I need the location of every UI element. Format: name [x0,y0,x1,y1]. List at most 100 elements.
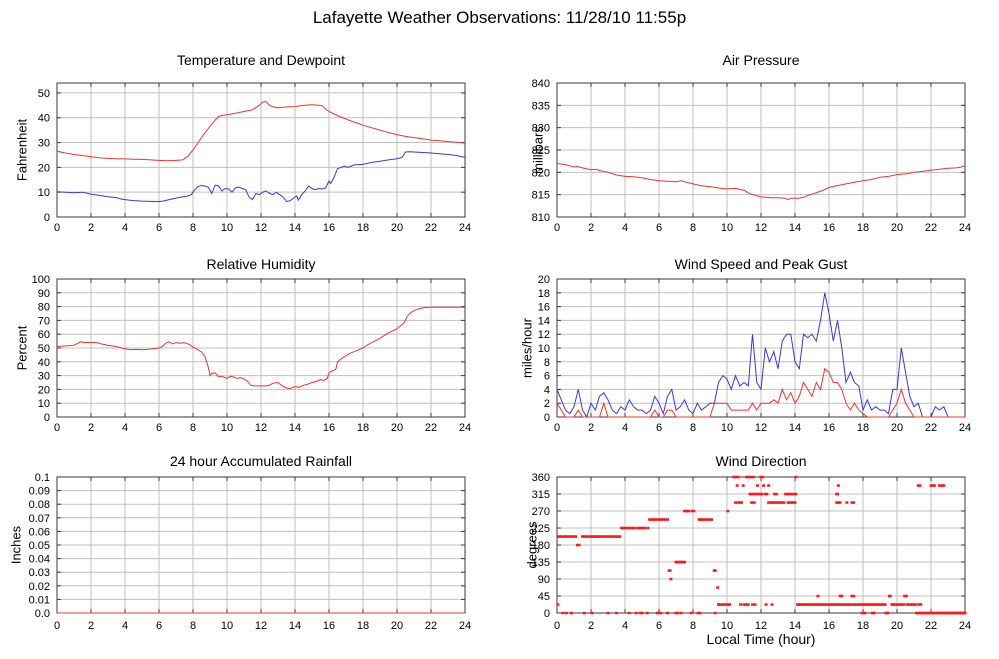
scatter-point [942,484,946,487]
x-tick-label: 24 [459,222,471,234]
x-tick-label: 14 [789,422,801,434]
y-tick-label: 45 [538,591,550,603]
scatter-point [759,475,763,479]
scatter-point [805,603,809,606]
scatter-point [569,535,573,538]
scatter-point [663,518,667,521]
scatter-point [931,484,935,487]
scatter-point [677,560,681,564]
scatter-point [680,560,684,564]
scatter-point [900,603,904,606]
scatter-point [800,603,804,606]
x-tick-label: 2 [88,620,94,632]
scatter-point [636,526,640,530]
scatter-point [569,611,573,615]
scatter-point [639,526,643,530]
scatter-point [728,603,732,606]
y-tick-label: 6 [544,371,550,383]
chart-title: Temperature and Dewpoint [176,52,346,68]
scatter-point [929,484,933,487]
x-tick-label: 18 [857,422,869,434]
scatter-point [751,603,754,606]
scatter-point [883,603,887,606]
scatter-point [921,611,924,615]
scatter-point [753,603,757,606]
scatter-point [558,535,562,538]
y-tick-label: 30 [38,371,50,383]
scatter-point [751,475,755,479]
scatter-point [556,603,560,606]
y-tick-label: 40 [38,113,50,125]
y-tick-label: 2 [544,398,550,410]
x-tick-label: 6 [656,620,662,632]
scatter-point [575,543,579,547]
scatter-point [703,518,707,521]
scatter-point [615,535,618,538]
scatter-point [830,603,834,606]
scatter-point [794,475,798,479]
x-tick-label: 20 [891,422,903,434]
scatter-point [858,603,862,606]
scatter-point [690,509,694,513]
chart-title: Relative Humidity [206,256,316,272]
x-tick-label: 18 [357,222,369,234]
scatter-point [796,603,800,606]
page-title: Lafayette Weather Observations: 11/28/10… [312,8,687,27]
scatter-point [881,603,885,606]
x-tick-label: 22 [925,222,937,234]
scatter-point [871,603,875,606]
x-tick-label: 4 [122,620,128,632]
x-tick-label: 22 [425,222,437,234]
scatter-point [753,492,757,496]
x-tick-label: 12 [255,620,267,632]
scatter-point [738,501,742,504]
x-tick-label: 4 [122,422,128,434]
plot-area: 0 2 4 6 8 10 12 14 16 18 20 22 24 0 10 20 30 40 50 60 70 80 90… [0,250,499,455]
y-tick-label: 0.07 [29,513,50,525]
scatter-point [774,492,778,496]
scatter-point [683,560,686,564]
scatter-point [616,535,620,538]
scatter-point [615,611,618,615]
scatter-point [629,526,633,530]
y-tick-label: 40 [38,357,50,369]
scatter-point [768,501,772,504]
scatter-point [599,535,603,538]
scatter-point [589,535,593,538]
scatter-point [872,611,876,615]
x-tick-label: 4 [622,422,628,434]
scatter-point [789,492,793,496]
scatter-point [742,603,746,606]
dewpoint-line [56,151,466,203]
scatter-point [843,603,847,606]
scatter-point [813,603,817,606]
x-tick-label: 14 [289,222,301,234]
scatter-point [773,501,777,504]
x-tick-label: 14 [289,620,301,632]
scatter-point [770,603,774,606]
scatter-point [780,501,784,504]
scatter-point [611,535,615,538]
scatter-point [596,535,600,538]
rainfall-canvas: 0 2 4 6 8 10 12 14 16 18 20 22 240.00.010.020.030.04… [29,472,472,632]
scatter-point [560,535,564,538]
scatter-point [739,603,743,606]
scatter-point [863,603,867,606]
scatter-point [655,611,659,615]
scatter-point [618,535,622,538]
y-tick-label: 810 [532,212,550,224]
wind-speed-line [556,367,965,418]
scatter-point [845,603,849,606]
x-tick-label: 22 [925,620,937,632]
x-tick-label: 2 [588,222,594,234]
scatter-point [809,603,813,606]
y-tick-label: 840 [532,78,550,90]
scatter-point [848,603,852,606]
scatter-point [609,535,613,538]
scatter-point [582,535,586,538]
x-tick-label: 8 [190,422,196,434]
x-tick-label: 2 [88,422,94,434]
chart-title: Air Pressure [722,52,800,68]
